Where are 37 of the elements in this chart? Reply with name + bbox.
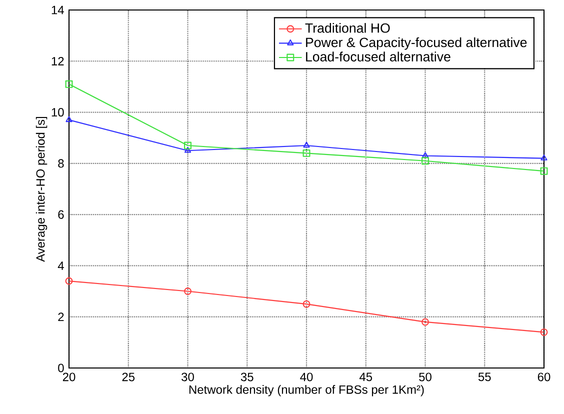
point xyxy=(65,80,73,88)
point xyxy=(540,167,548,175)
x-tick-label: 40 xyxy=(300,372,313,382)
point xyxy=(422,157,429,165)
y-tick-label: 8 xyxy=(58,159,64,168)
y-tick-label: 12 xyxy=(52,56,64,66)
legend-label: Power & Capacity-focused alternative xyxy=(306,37,527,50)
point xyxy=(184,142,192,150)
x-axis-title: Network density (number of FBSs per 1Km²) xyxy=(189,385,424,396)
point xyxy=(540,154,548,160)
y-tick-label: 14 xyxy=(52,6,64,14)
x-tick-label: 55 xyxy=(478,372,491,382)
point xyxy=(422,152,429,158)
point xyxy=(65,277,73,285)
x-tick-label: 35 xyxy=(240,372,254,382)
point xyxy=(422,318,429,326)
y-axis-title: Average inter-HO period [s] xyxy=(36,116,48,262)
x-tick-label: 60 xyxy=(538,372,550,382)
legend-label: Traditional HO xyxy=(305,23,390,33)
point xyxy=(303,142,310,148)
point xyxy=(540,328,548,336)
y-tick-label: 0 xyxy=(58,364,64,372)
point xyxy=(66,116,72,122)
x-tick-label: 20 xyxy=(62,372,76,382)
y-tick-label: 2 xyxy=(58,312,64,322)
point xyxy=(184,146,192,153)
point xyxy=(302,149,310,157)
x-tick-label: 45 xyxy=(359,372,372,382)
legend-label: Load-focused alternative xyxy=(306,52,450,62)
x-tick-label: 25 xyxy=(122,372,135,382)
y-tick-label: 10 xyxy=(52,108,64,117)
x-tick-label: 30 xyxy=(182,372,194,382)
y-tick-label: 6 xyxy=(58,210,64,219)
point xyxy=(302,300,310,308)
y-tick-label: 4 xyxy=(58,262,64,270)
x-tick-label: 50 xyxy=(419,372,432,382)
point xyxy=(184,288,192,296)
